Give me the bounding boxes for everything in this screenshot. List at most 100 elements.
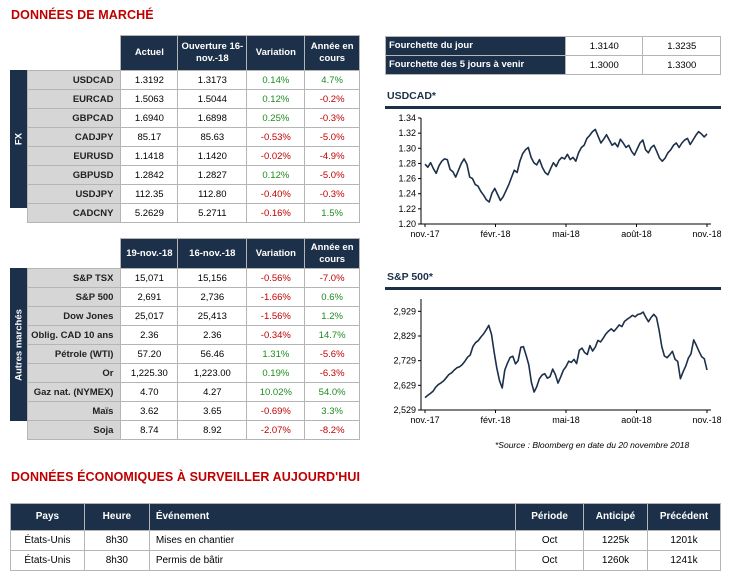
- eco-header-evenement: Événement: [148, 503, 517, 531]
- value-change: -0.40%: [246, 184, 306, 204]
- usdcad-chart-y-tick-label: 1.22: [398, 204, 416, 214]
- value-ytd: -8.2%: [304, 420, 360, 440]
- value-previous: 1.3173: [177, 70, 248, 90]
- range-table: Fourchette du jour 1.3140 1.3235 Fourche…: [385, 36, 721, 75]
- usdcad-chart-title: USDCAD*: [387, 90, 437, 102]
- usdcad-chart-rule: [385, 106, 721, 109]
- row-label: Or: [26, 363, 122, 383]
- usdcad-chart-x-tick-label: nov.-17: [410, 229, 439, 239]
- value-ytd: -0.3%: [304, 108, 360, 128]
- usdcad-chart: 1.20 1.22 1.24 1.26 1.28 1.30 1.32 1.34 nov.-17 f…: [398, 113, 721, 239]
- eco-precedent: 1201k: [647, 530, 721, 551]
- usdcad-chart-series-line: [424, 128, 708, 203]
- value-previous: 4.27: [177, 382, 248, 402]
- eco-row: États-Unis 8h30 Permis de bâtir Oct 1260…: [10, 550, 721, 571]
- table-row: Maïs 3.62 3.65 -0.69% 3.3%: [26, 401, 360, 421]
- row-label: S&P TSX: [26, 268, 122, 288]
- usdcad-chart-y-tick-label: 1.32: [398, 128, 416, 138]
- value-ytd: -5.0%: [304, 165, 360, 185]
- value-previous: 2.36: [177, 325, 248, 345]
- eco-table: Pays Heure Événement Période Anticipé Pr…: [10, 503, 721, 571]
- usdcad-chart-y-tick-label: 1.24: [398, 189, 416, 199]
- value-current: 1.3192: [120, 70, 179, 90]
- row-label: S&P 500: [26, 287, 122, 307]
- row-label: Oblig. CAD 10 ans: [26, 325, 122, 345]
- usdcad-chart-y-tick-label: 1.28: [398, 158, 416, 168]
- value-current: 5.2629: [120, 203, 179, 223]
- eco-evenement: Mises en chantier: [148, 530, 517, 551]
- table-row: Pétrole (WTI) 57.20 56.46 1.31% -5.6%: [26, 344, 360, 364]
- table-row: Or 1,225.30 1,223.00 0.19% -6.3%: [26, 363, 360, 383]
- value-previous: 1,223.00: [177, 363, 248, 383]
- eco-heure: 8h30: [83, 550, 150, 571]
- value-change: -0.69%: [246, 401, 306, 421]
- sp500-chart-rule: [385, 287, 721, 290]
- value-change: -0.02%: [246, 146, 306, 166]
- value-previous: 2,736: [177, 287, 248, 307]
- value-ytd: 0.6%: [304, 287, 360, 307]
- table-row: S&P TSX 15,071 15,156 -0.56% -7.0%: [26, 268, 360, 288]
- fx-header-ouverture: Ouverture 16-nov.-18: [177, 35, 248, 71]
- value-ytd: -5.6%: [304, 344, 360, 364]
- eco-precedent: 1241k: [647, 550, 721, 571]
- value-current: 4.70: [120, 382, 179, 402]
- sp500-chart-series-line: [424, 311, 708, 399]
- row-label: USDJPY: [26, 184, 122, 204]
- value-current: 8.74: [120, 420, 179, 440]
- range-label-day: Fourchette du jour: [385, 36, 566, 56]
- row-label: Pétrole (WTI): [26, 344, 122, 364]
- value-previous: 8.92: [177, 420, 248, 440]
- value-current: 15,071: [120, 268, 179, 288]
- fx-header-blank: [27, 35, 121, 71]
- value-previous: 1.2827: [177, 165, 248, 185]
- eco-title: DONNÉES ÉCONOMIQUES À SURVEILLER AUJOURD…: [11, 470, 361, 484]
- value-previous: 25,413: [177, 306, 248, 326]
- eco-evenement: Permis de bâtir: [148, 550, 517, 571]
- eco-header-anticipe: Anticipé: [583, 503, 648, 531]
- other-header-variation: Variation: [246, 238, 306, 269]
- row-label: CADJPY: [26, 127, 122, 147]
- eco-anticipe: 1225k: [583, 530, 648, 551]
- usdcad-chart-x-tick-label: août-18: [621, 229, 652, 239]
- usdcad-chart-y-tick-label: 1.20: [398, 219, 416, 229]
- eco-pays: États-Unis: [10, 530, 85, 551]
- table-row: S&P 500 2,691 2,736 -1.66% 0.6%: [26, 287, 360, 307]
- table-row: CADCNY 5.2629 5.2711 -0.16% 1.5%: [26, 203, 360, 223]
- row-label: Dow Jones: [26, 306, 122, 326]
- sp500-chart-y-tick-label: 2,629: [393, 380, 416, 390]
- value-current: 2,691: [120, 287, 179, 307]
- row-label: EURUSD: [26, 146, 122, 166]
- value-current: 1,225.30: [120, 363, 179, 383]
- value-current: 112.35: [120, 184, 179, 204]
- value-change: 10.02%: [246, 382, 306, 402]
- value-change: -0.16%: [246, 203, 306, 223]
- value-change: 0.14%: [246, 70, 306, 90]
- row-label: Soja: [26, 420, 122, 440]
- range-5days-high: 1.3300: [642, 55, 721, 75]
- fx-table-body: USDCAD 1.3192 1.3173 0.14% 4.7% EURCAD 1.5063 1…: [26, 70, 360, 223]
- source-note: *Source : Bloomberg en date du 20 novemb…: [495, 440, 690, 450]
- value-previous: 3.65: [177, 401, 248, 421]
- eco-periode: Oct: [515, 530, 585, 551]
- sp500-chart-y-tick-label: 2,529: [393, 405, 416, 415]
- value-current: 25,017: [120, 306, 179, 326]
- table-row: GBPCAD 1.6940 1.6898 0.25% -0.3%: [26, 108, 360, 128]
- eco-header-pays: Pays: [10, 503, 85, 531]
- sp500-chart-y-tick-label: 2,829: [393, 331, 416, 341]
- eco-row: États-Unis 8h30 Mises en chantier Oct 12…: [10, 530, 721, 551]
- usdcad-chart-x-tick-label: nov.-18: [692, 229, 721, 239]
- other-table-body: S&P TSX 15,071 15,156 -0.56% -7.0% S&P 500 2,6…: [26, 268, 360, 440]
- usdcad-chart-x-tick-label: févr.-18: [480, 229, 510, 239]
- table-row: USDJPY 112.35 112.80 -0.40% -0.3%: [26, 184, 360, 204]
- range-day-low: 1.3140: [564, 36, 644, 56]
- usdcad-chart-y-tick-label: 1.34: [398, 113, 416, 123]
- row-label: Gaz nat. (NYMEX): [26, 382, 122, 402]
- value-ytd: -0.3%: [304, 184, 360, 204]
- other-markets-table: 19-nov.-18 16-nov.-18 Variation Année en…: [26, 238, 360, 440]
- row-label: GBPUSD: [26, 165, 122, 185]
- value-ytd: 1.2%: [304, 306, 360, 326]
- value-current: 85.17: [120, 127, 179, 147]
- range-day-high: 1.3235: [642, 36, 721, 56]
- eco-header-precedent: Précédent: [647, 503, 721, 531]
- other-header-date1: 19-nov.-18: [120, 238, 179, 269]
